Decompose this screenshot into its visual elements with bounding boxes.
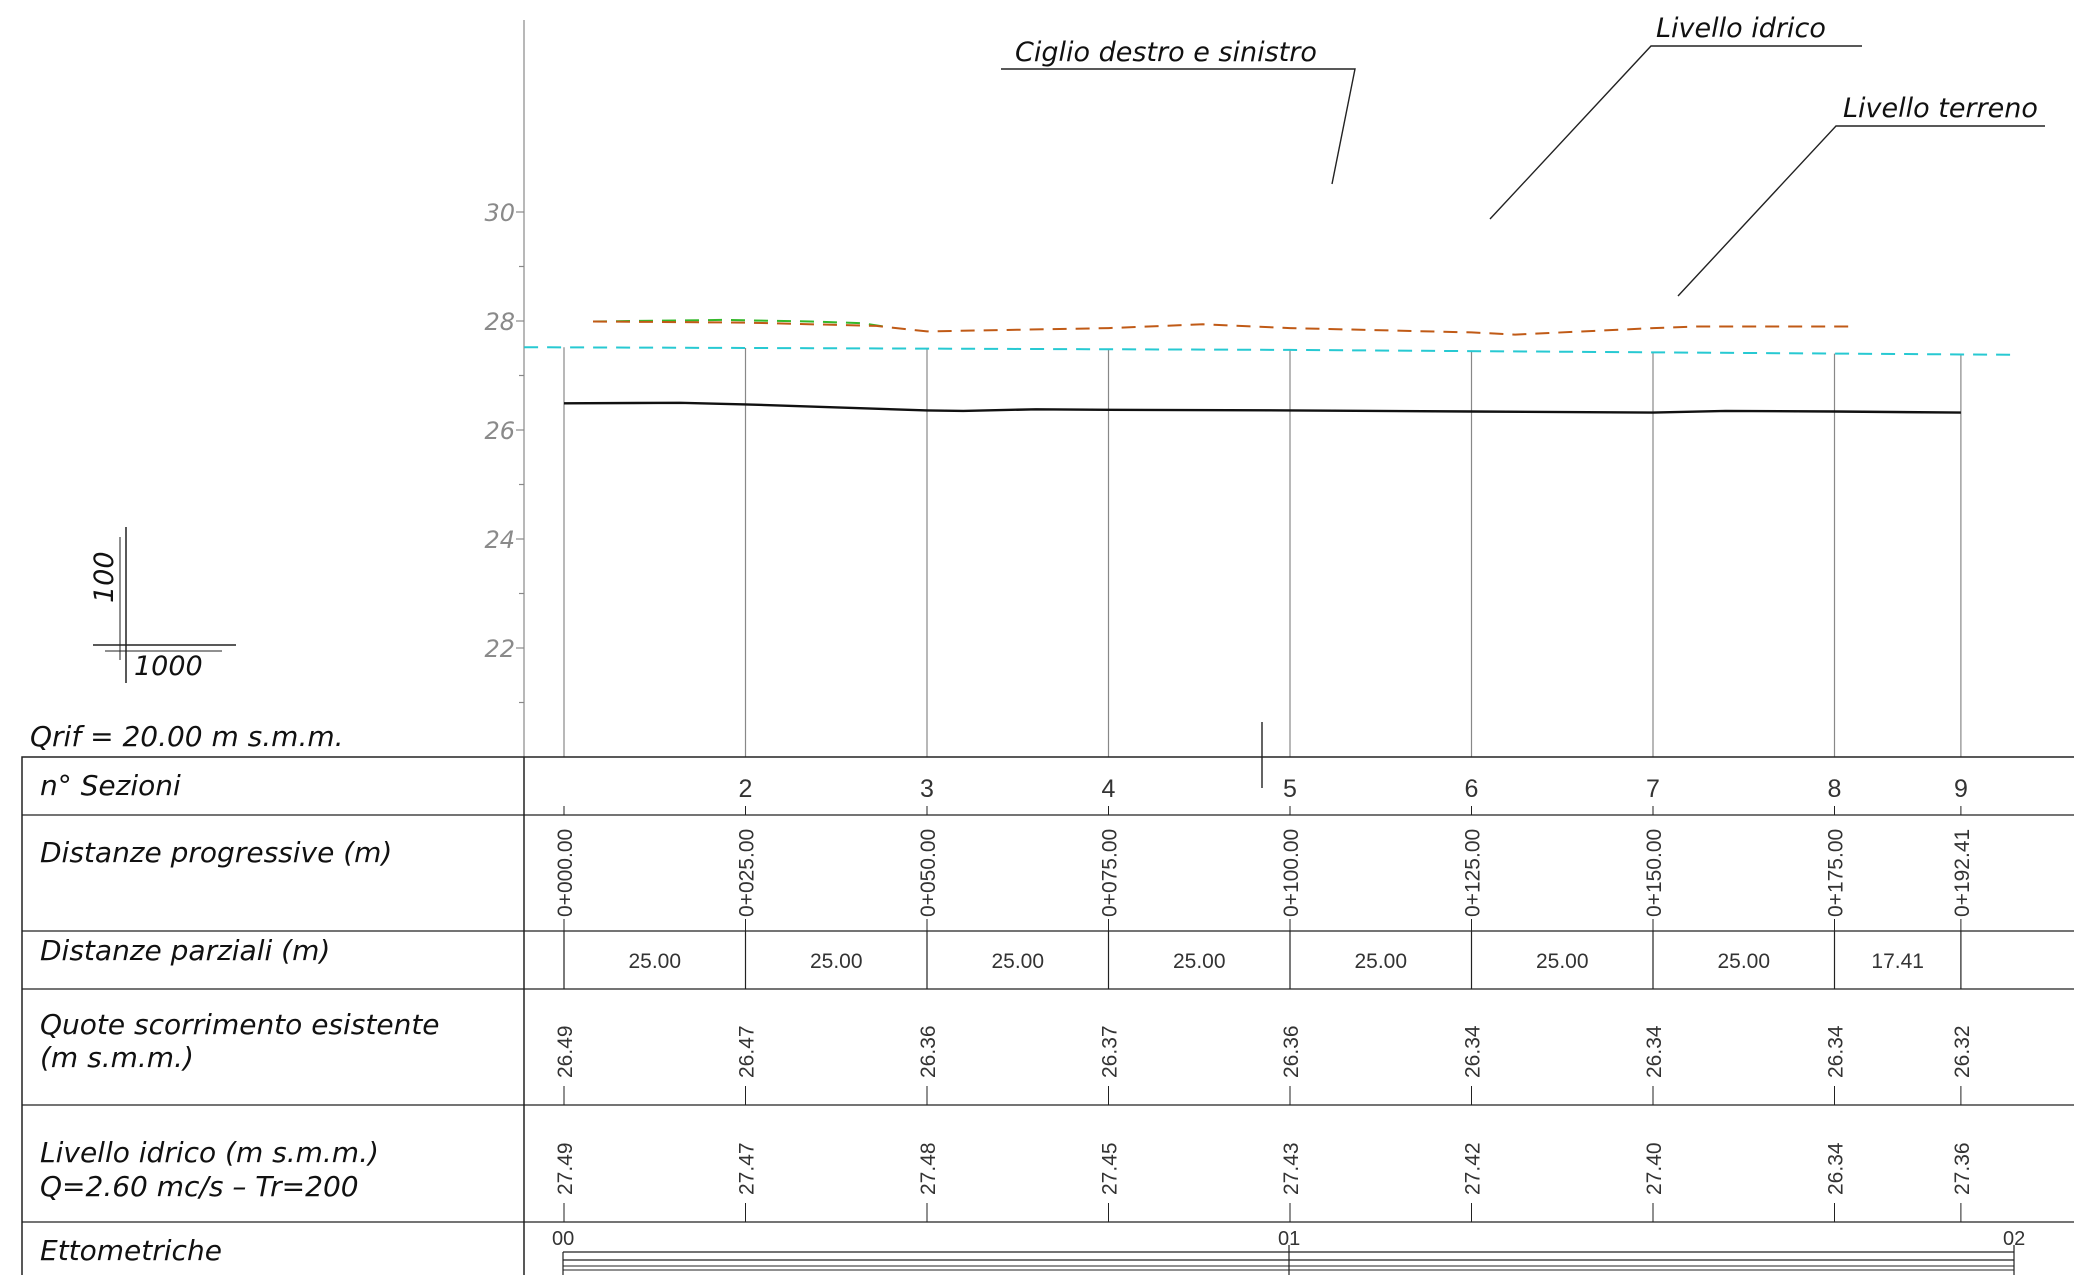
scale-vertical-label: 100 [89, 551, 120, 603]
y-tick-label: 30 [484, 199, 515, 227]
water-elevation: 27.36 [1951, 1142, 1974, 1195]
ground-elevation: 26.36 [917, 1025, 940, 1078]
label-ground: Livello terreno [1677, 93, 2045, 297]
section-number: 5 [1283, 775, 1297, 803]
ground-elevation: 26.32 [1951, 1025, 1974, 1078]
section-number: 7 [1646, 775, 1660, 803]
progressive-distance: 0+100.00 [1280, 829, 1303, 917]
row-label-hectometric: Ettometriche [40, 1234, 222, 1267]
partial-distance: 25.00 [1354, 950, 1407, 973]
partial-distance: 25.00 [991, 950, 1044, 973]
reference-elevation: Qrif = 20.00 m s.m.m. [30, 720, 344, 753]
label-bank-text: Ciglio destro e sinistro [1015, 37, 1317, 68]
partial-distance: 25.00 [1536, 950, 1589, 973]
progressive-distance: 0+025.00 [736, 829, 759, 917]
y-tick-label: 24 [484, 526, 515, 554]
progressive-distance: 0+125.00 [1462, 829, 1485, 917]
ground-elevation: 26.34 [1825, 1025, 1848, 1078]
scale-horizontal-label: 1000 [134, 651, 203, 682]
section-number: 8 [1828, 775, 1842, 803]
water-elevation: 27.42 [1462, 1142, 1485, 1195]
partial-distance: 25.00 [1717, 950, 1770, 973]
y-tick-label: 22 [484, 635, 515, 663]
progressive-distance: 0+192.41 [1951, 829, 1974, 917]
water-elevation: 27.43 [1280, 1142, 1303, 1195]
section-number: 2 [739, 775, 753, 803]
label-water: Livello idrico [1489, 13, 1862, 220]
row-label-progressive: Distanze progressive (m) [40, 836, 392, 869]
water-level-line [524, 346, 2017, 356]
section-number: 4 [1102, 775, 1116, 803]
hectometric-02: 02 [2003, 1228, 2025, 1250]
water-elevation: 26.34 [1825, 1142, 1848, 1195]
row-label-water-1: Livello idrico (m s.m.m.) [40, 1136, 379, 1169]
row-label-water-2: Q=2.60 mc/s – Tr=200 [40, 1170, 359, 1203]
bank-line [592, 320, 1857, 336]
section-number: 3 [920, 775, 934, 803]
label-ground-text: Livello terreno [1843, 93, 2038, 124]
row-label-sections: n° Sezioni [40, 769, 181, 802]
label-water-text: Livello idrico [1656, 13, 1826, 44]
hectometric-bar: 00 01 02 [552, 1228, 2025, 1275]
water-elevation: 27.49 [554, 1142, 577, 1195]
ground-elevation: 26.47 [736, 1025, 759, 1078]
progressive-distance: 0+075.00 [1099, 829, 1122, 917]
section-number: 9 [1954, 775, 1968, 803]
progressive-distance: 0+000.00 [554, 829, 577, 917]
row-label-ground-2: (m s.m.m.) [40, 1041, 194, 1074]
row-label-ground-1: Quote scorrimento esistente [40, 1008, 440, 1041]
ground-elevation: 26.49 [554, 1025, 577, 1078]
progressive-distance: 0+050.00 [917, 829, 940, 917]
profile-chart: 22 24 26 28 30 [484, 20, 2017, 757]
hectometric-01: 01 [1278, 1228, 1300, 1250]
partial-distance: 25.00 [1173, 950, 1226, 973]
data-table: n° Sezioni Distanze progressive (m) Dist… [21, 722, 2074, 1275]
progressive-distance: 0+150.00 [1643, 829, 1666, 917]
partial-distance: 25.00 [810, 950, 863, 973]
progressive-distance: 0+175.00 [1825, 829, 1848, 917]
water-elevation: 27.48 [917, 1142, 940, 1195]
ground-elevation: 26.37 [1099, 1025, 1122, 1078]
scale-indicator: 100 1000 [89, 527, 236, 683]
water-elevation: 27.45 [1099, 1142, 1122, 1195]
section-number: 6 [1465, 775, 1479, 803]
hectometric-00: 00 [552, 1228, 574, 1250]
y-tick-label: 28 [484, 308, 515, 336]
partial-distance: 17.41 [1871, 950, 1924, 973]
ground-level-line [563, 401, 1961, 414]
ground-elevation: 26.34 [1643, 1025, 1666, 1078]
label-bank: Ciglio destro e sinistro [1001, 37, 1356, 185]
y-tick-label: 26 [484, 417, 515, 445]
water-elevation: 27.47 [736, 1142, 759, 1195]
partial-distance: 25.00 [628, 950, 681, 973]
row-label-partial: Distanze parziali (m) [40, 934, 330, 967]
ground-elevation: 26.34 [1462, 1025, 1485, 1078]
left-bank-line [592, 318, 891, 329]
water-elevation: 27.40 [1643, 1142, 1666, 1195]
ground-elevation: 26.36 [1280, 1025, 1303, 1078]
